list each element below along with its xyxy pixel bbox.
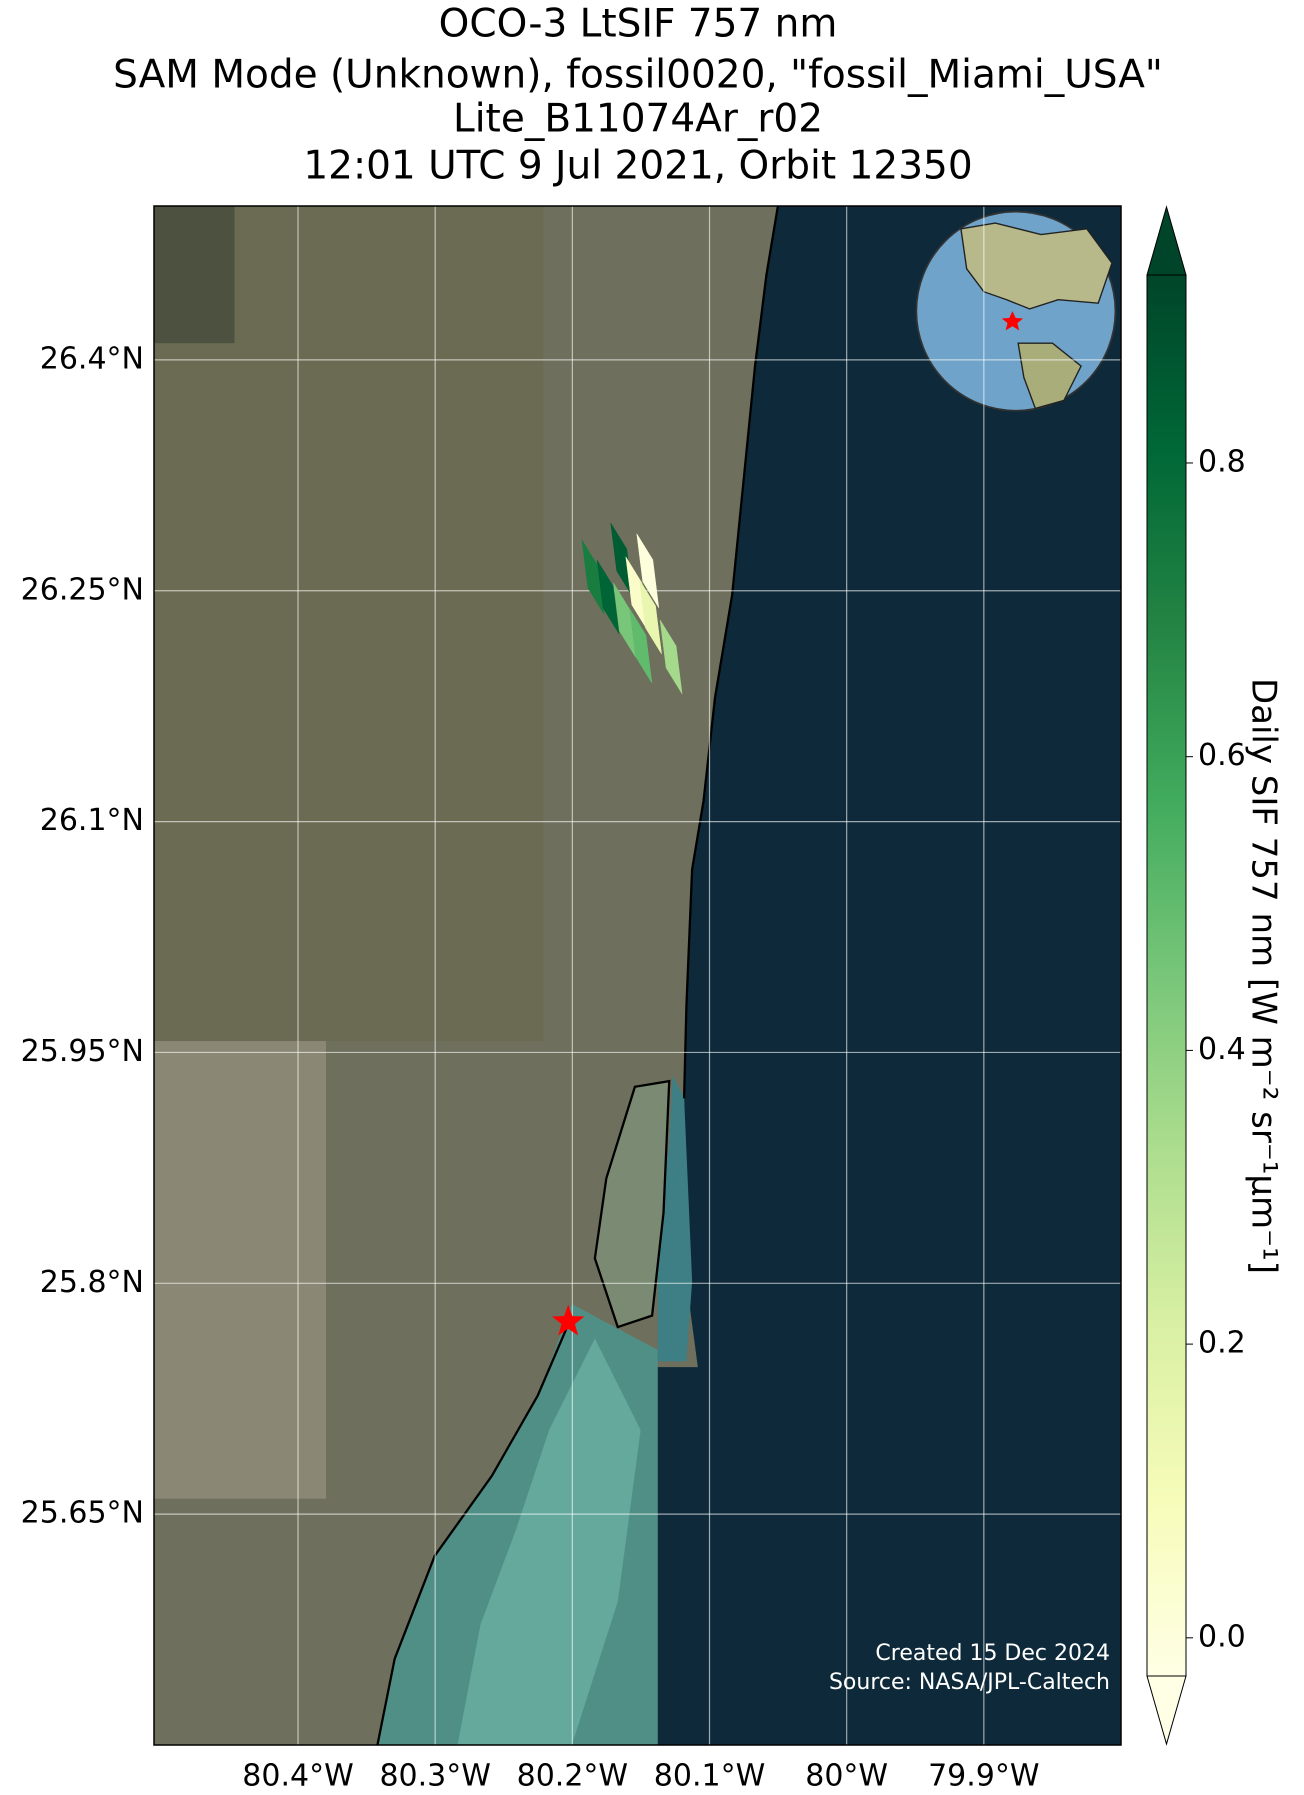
colorbar-tick-label: 0.4: [1198, 1032, 1246, 1067]
title-line: OCO-3 LtSIF 757 nm: [439, 2, 838, 47]
land: [154, 1041, 327, 1499]
globe-site: [1001, 311, 1024, 331]
sif-footprint: [636, 533, 660, 608]
everglades: [154, 206, 544, 1042]
y-tick-label: 26.25°N: [21, 572, 144, 607]
sif-footprint: [613, 582, 636, 658]
colorbar-tick-label: 0.0: [1198, 1619, 1246, 1654]
colorbar: [1146, 274, 1187, 1677]
sif-footprint: [596, 559, 620, 635]
coastline: [682, 206, 780, 1099]
y-tick-label: 25.8°N: [40, 1265, 144, 1300]
continent: [960, 222, 1113, 310]
x-tick-label: 80.1°W: [654, 1759, 765, 1794]
y-tick-label: 26.4°N: [40, 341, 144, 376]
colorbar-tick-label: 0.2: [1198, 1326, 1246, 1361]
sif-footprint: [581, 539, 605, 615]
y-tick-label: 25.65°N: [21, 1496, 144, 1531]
credit: Source: NASA/JPL-Caltech: [829, 1670, 1110, 1695]
y-tick-label: 25.95°N: [21, 1034, 144, 1069]
colorbar-extend-bottom: [1146, 1675, 1187, 1746]
x-tick-label: 79.9°W: [928, 1759, 1039, 1794]
title-line: Lite_B11074Ar_r02: [453, 97, 823, 142]
colorbar-extend-top: [1146, 205, 1187, 276]
coastline: [376, 1315, 574, 1745]
colorbar-tick-label: 0.6: [1198, 738, 1246, 773]
x-tick-label: 80.3°W: [379, 1759, 490, 1794]
y-tick-label: 26.1°N: [40, 803, 144, 838]
colorbar-label: Daily SIF 757 nm [W m⁻² sr⁻¹μm⁻¹]: [1244, 678, 1284, 1274]
title-line: 12:01 UTC 9 Jul 2021, Orbit 12350: [303, 144, 972, 189]
x-tick-label: 80.2°W: [517, 1759, 628, 1794]
barrier-island: [593, 1079, 671, 1329]
map-frame: [153, 205, 1122, 1746]
sif-footprint: [629, 609, 653, 684]
shallow-bay: [457, 1338, 641, 1745]
x-tick-label: 80.4°W: [242, 1759, 353, 1794]
sif-footprint: [639, 579, 662, 655]
title-line: SAM Mode (Unknown), fossil0020, "fossil_…: [113, 53, 1163, 98]
credit: Created 15 Dec 2024: [875, 1641, 1110, 1666]
shallow-water: [657, 1075, 693, 1362]
colorbar-tick-label: 0.8: [1198, 444, 1246, 479]
farmland: [154, 206, 235, 344]
site-marker: [552, 1304, 585, 1336]
x-tick-label: 80°W: [805, 1759, 888, 1794]
sif-footprint: [659, 619, 683, 695]
